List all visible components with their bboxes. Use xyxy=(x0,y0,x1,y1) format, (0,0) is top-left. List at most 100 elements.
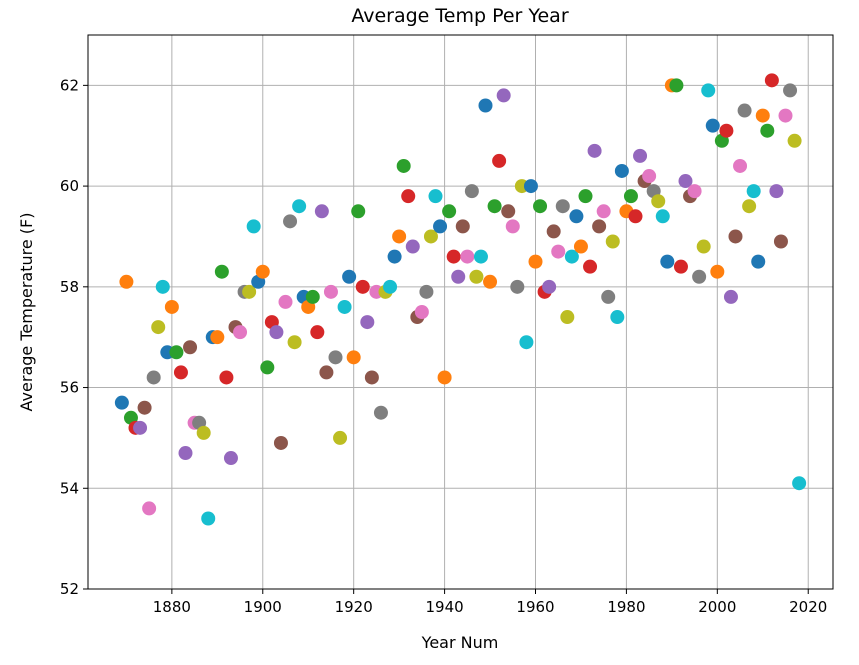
data-point xyxy=(587,143,602,158)
x-tick-label: 1980 xyxy=(607,598,645,616)
y-tick-label: 62 xyxy=(60,76,79,94)
data-point xyxy=(373,405,388,420)
data-point xyxy=(642,169,657,184)
data-point xyxy=(451,269,466,284)
data-point xyxy=(778,108,793,123)
x-tick-label: 1880 xyxy=(153,598,191,616)
data-point xyxy=(660,254,675,269)
y-axis: 52 54 56 58 60 62 xyxy=(60,76,88,598)
data-point xyxy=(133,420,148,435)
grid xyxy=(88,35,833,590)
data-point xyxy=(687,184,702,199)
data-point xyxy=(446,249,461,264)
data-point xyxy=(764,73,779,88)
data-point xyxy=(560,310,575,325)
data-point xyxy=(533,199,548,214)
data-point xyxy=(396,158,411,173)
data-point xyxy=(755,108,770,123)
data-point xyxy=(464,184,479,199)
data-point xyxy=(119,274,134,289)
data-point xyxy=(351,204,366,219)
data-point xyxy=(328,350,343,365)
data-point xyxy=(337,299,352,314)
data-point xyxy=(183,340,198,355)
data-point xyxy=(201,511,216,526)
y-tick-label: 60 xyxy=(60,177,79,195)
data-point xyxy=(414,305,429,319)
data-point xyxy=(483,274,498,289)
x-tick-label: 2000 xyxy=(698,598,736,616)
data-point xyxy=(501,204,516,219)
data-point xyxy=(601,289,616,304)
data-point xyxy=(551,244,566,259)
data-point xyxy=(623,189,638,204)
data-point xyxy=(137,400,152,415)
y-tick-label: 56 xyxy=(60,379,79,397)
y-axis-label: Average Temperature (F) xyxy=(17,213,36,412)
data-point xyxy=(114,395,129,410)
data-point xyxy=(742,199,757,214)
data-point xyxy=(655,209,670,224)
data-point xyxy=(278,294,293,309)
data-point xyxy=(151,320,166,335)
data-point xyxy=(692,269,707,284)
data-point xyxy=(573,239,588,254)
x-axis-label: Year Num xyxy=(421,633,499,652)
y-tick-label: 54 xyxy=(60,479,79,497)
data-point xyxy=(592,219,607,234)
data-point xyxy=(614,163,629,178)
data-point xyxy=(528,254,543,269)
data-point xyxy=(219,370,234,385)
data-point xyxy=(405,239,420,254)
data-point xyxy=(633,148,648,163)
data-point xyxy=(510,279,525,294)
data-point xyxy=(710,264,725,279)
data-point xyxy=(473,249,488,264)
chart-title: Average Temp Per Year xyxy=(351,5,568,27)
data-point xyxy=(155,279,170,294)
data-point xyxy=(442,204,457,219)
x-tick-label: 2020 xyxy=(789,598,827,616)
data-point xyxy=(428,189,443,204)
data-point xyxy=(555,199,570,214)
data-point xyxy=(346,350,361,365)
data-point xyxy=(596,204,611,219)
x-axis: 1880 1900 1920 1940 1960 1980 2000 2020 xyxy=(153,589,827,616)
data-point xyxy=(460,249,475,264)
data-point xyxy=(783,83,798,98)
data-point xyxy=(773,234,788,249)
data-point xyxy=(392,229,407,244)
data-point xyxy=(319,365,334,380)
x-tick-label: 1920 xyxy=(335,598,373,616)
data-point xyxy=(360,315,375,330)
data-point xyxy=(333,430,348,445)
data-point xyxy=(169,345,184,360)
data-point xyxy=(569,209,584,224)
data-point xyxy=(173,365,188,380)
data-point xyxy=(751,254,766,269)
data-point xyxy=(342,269,357,284)
data-point xyxy=(610,310,625,325)
data-point xyxy=(419,284,434,299)
data-point xyxy=(678,174,693,189)
data-point xyxy=(246,219,261,234)
data-point xyxy=(305,289,320,304)
data-point xyxy=(260,360,275,375)
plot-frame xyxy=(87,34,834,590)
data-point xyxy=(437,370,452,385)
data-point xyxy=(546,224,561,239)
data-point xyxy=(769,184,784,199)
data-point xyxy=(478,98,493,113)
data-point xyxy=(242,284,257,299)
data-point xyxy=(746,184,761,199)
data-point xyxy=(142,501,157,516)
data-point xyxy=(701,83,716,98)
data-point xyxy=(323,284,338,299)
y-tick-label: 52 xyxy=(60,580,79,598)
data-point xyxy=(787,133,802,148)
data-point xyxy=(214,264,229,279)
data-point xyxy=(519,335,534,350)
data-point xyxy=(314,204,329,219)
data-point xyxy=(433,219,448,234)
